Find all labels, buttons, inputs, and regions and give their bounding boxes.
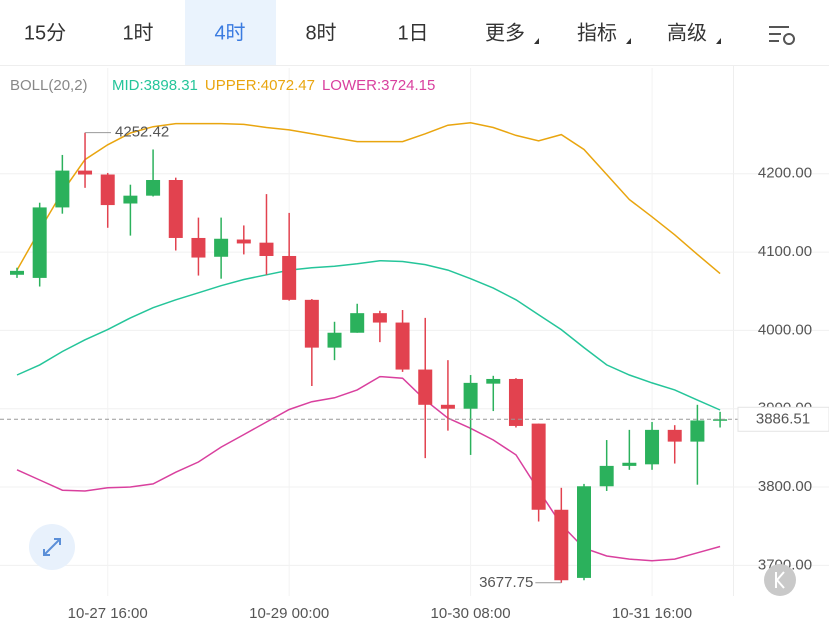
y-tick-label: 3800.00 <box>758 478 812 495</box>
candle-body <box>508 378 523 426</box>
indicator-lines <box>16 122 721 562</box>
candle-body <box>486 378 501 384</box>
dropdown-caret <box>626 38 631 44</box>
candle-body <box>622 462 637 466</box>
boll-line <box>16 122 721 275</box>
candle-body <box>168 180 183 238</box>
candle-body <box>440 404 455 409</box>
dropdown-caret <box>716 38 721 44</box>
candle-body <box>259 242 274 256</box>
candle-body <box>645 429 660 465</box>
legend-entry: LOWER:3724.15 <box>322 77 435 94</box>
candle-body <box>713 419 728 421</box>
high-label: 4252.42 <box>115 124 169 141</box>
candle-body <box>395 322 410 370</box>
candle-body <box>690 420 705 442</box>
tab[interactable]: 更多 <box>485 21 525 44</box>
y-tick-label: 4000.00 <box>758 321 812 338</box>
candle-body <box>350 313 365 333</box>
candle-body <box>100 174 115 206</box>
candle-body <box>554 509 569 581</box>
candle-body <box>32 207 47 278</box>
candle-body <box>191 237 206 258</box>
candle-body <box>372 313 387 323</box>
candle-body <box>418 369 433 405</box>
tab[interactable]: 8时 <box>305 21 336 44</box>
candles <box>10 132 728 583</box>
tab[interactable]: 1时 <box>122 21 153 44</box>
expand-button[interactable] <box>29 524 75 570</box>
candle-body <box>667 429 682 442</box>
y-tick-label: 4100.00 <box>758 243 812 260</box>
last-price-label: 3886.51 <box>756 410 810 427</box>
candle-body <box>10 270 24 275</box>
x-tick-label: 10-31 16:00 <box>612 605 692 622</box>
candle-body <box>123 195 138 204</box>
x-tick-label: 10-27 16:00 <box>68 605 148 622</box>
overlay: 4252.42 3677.75 3886.51 <box>0 124 829 591</box>
candle-body <box>531 423 546 510</box>
candle-body <box>214 238 229 257</box>
legend-entry: UPPER:4072.47 <box>205 77 315 94</box>
legend-entry: MID:3898.31 <box>112 77 198 94</box>
back-button[interactable] <box>764 564 796 596</box>
tab[interactable]: 15分 <box>24 21 66 44</box>
tab[interactable]: 4时 <box>214 21 245 44</box>
candle-body <box>55 170 70 208</box>
candle-body <box>146 180 161 196</box>
boll-line <box>16 259 721 411</box>
candle-body <box>577 486 591 578</box>
low-label: 3677.75 <box>479 574 533 591</box>
candle-body <box>599 465 614 487</box>
dropdown-caret <box>534 38 539 44</box>
boll-line <box>16 375 721 562</box>
tab[interactable]: 指标 <box>577 21 617 44</box>
x-tick-label: 10-30 08:00 <box>431 605 511 622</box>
grid: 3700.003800.003900.004000.004100.004200.… <box>0 68 829 622</box>
candle-body <box>304 299 319 348</box>
tab[interactable]: 高级 <box>667 21 707 44</box>
x-tick-label: 10-29 00:00 <box>249 605 329 622</box>
tab[interactable]: 1日 <box>397 22 428 44</box>
candle-body <box>236 239 251 244</box>
y-tick-label: 4200.00 <box>758 165 812 182</box>
settings-icon[interactable] <box>769 26 795 45</box>
indicator-name: BOLL(20,2) <box>10 77 88 94</box>
last-price-box <box>737 406 829 432</box>
candle-body <box>78 170 93 175</box>
candle-body <box>463 382 478 409</box>
candle-body <box>282 255 297 300</box>
candle-body <box>327 332 342 348</box>
selected-tab-bg <box>185 0 276 65</box>
